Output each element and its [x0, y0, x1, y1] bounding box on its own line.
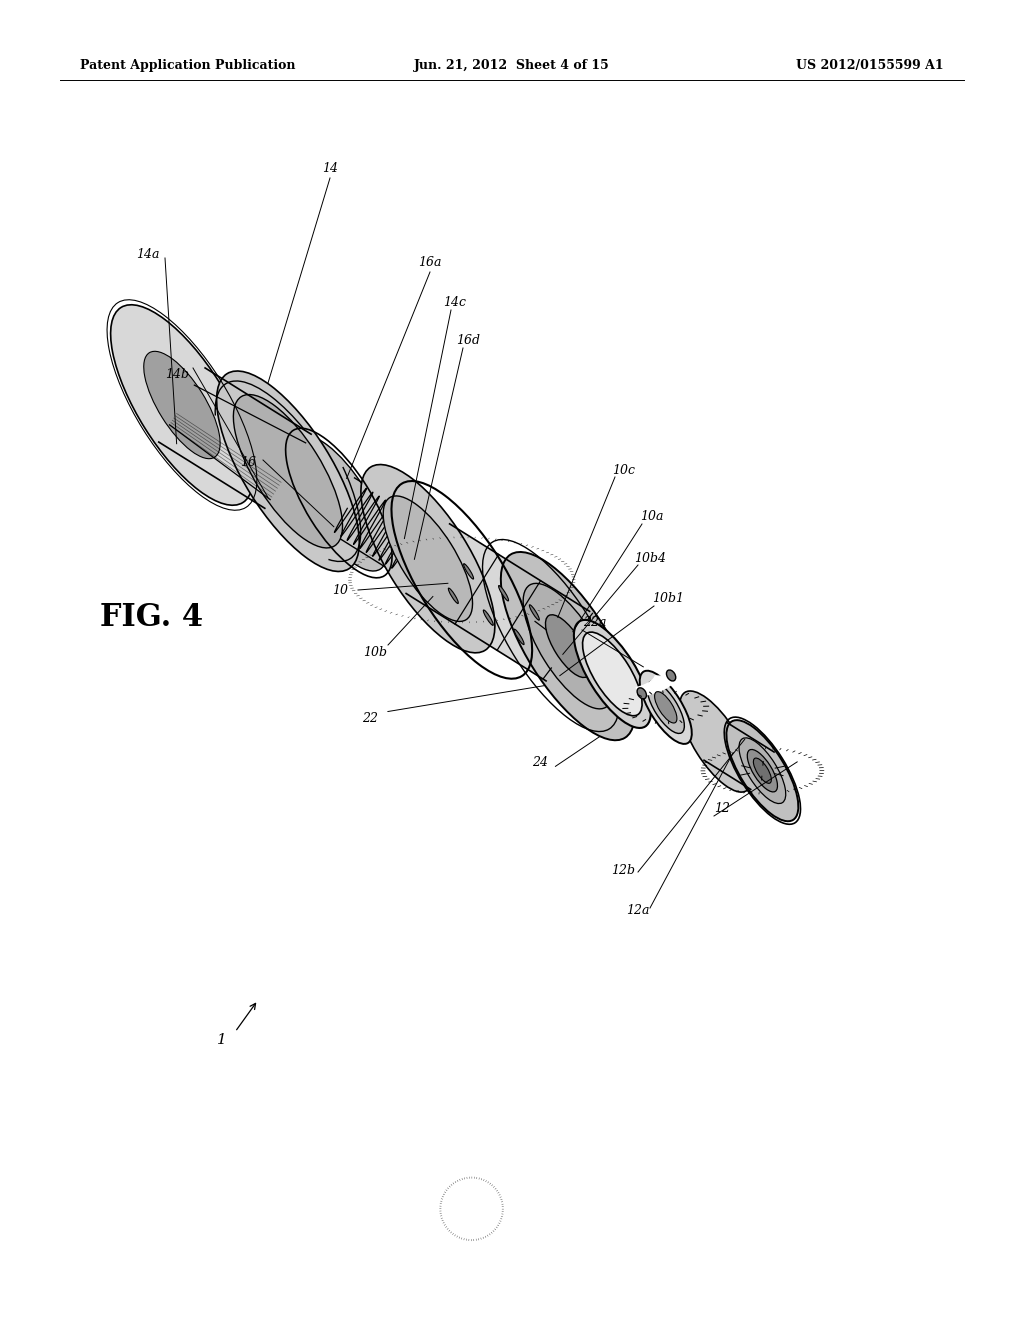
Text: 14a: 14a: [136, 248, 160, 261]
Ellipse shape: [111, 305, 253, 506]
Text: 22: 22: [362, 711, 378, 725]
Ellipse shape: [483, 610, 494, 626]
Ellipse shape: [640, 671, 692, 744]
Ellipse shape: [573, 620, 651, 727]
Ellipse shape: [546, 615, 590, 677]
Ellipse shape: [360, 465, 495, 653]
Text: 22a: 22a: [584, 615, 607, 628]
Polygon shape: [407, 524, 590, 681]
Ellipse shape: [143, 351, 220, 458]
Text: Jun. 21, 2012  Sheet 4 of 15: Jun. 21, 2012 Sheet 4 of 15: [414, 58, 610, 71]
Ellipse shape: [371, 486, 468, 622]
Text: 16d: 16d: [456, 334, 480, 346]
Ellipse shape: [464, 564, 473, 579]
Ellipse shape: [680, 690, 752, 792]
Ellipse shape: [654, 692, 677, 723]
Text: US 2012/0155599 A1: US 2012/0155599 A1: [797, 58, 944, 71]
Ellipse shape: [217, 371, 359, 572]
Ellipse shape: [291, 436, 387, 572]
Text: Patent Application Publication: Patent Application Publication: [80, 58, 296, 71]
Text: 14: 14: [322, 161, 338, 174]
Ellipse shape: [529, 605, 540, 620]
Text: 24: 24: [532, 755, 548, 768]
Ellipse shape: [499, 586, 509, 601]
Ellipse shape: [514, 630, 524, 644]
Ellipse shape: [726, 721, 799, 821]
Polygon shape: [705, 723, 774, 789]
Text: 1: 1: [217, 1034, 227, 1047]
Polygon shape: [636, 676, 677, 694]
Text: 10b: 10b: [362, 645, 387, 659]
Ellipse shape: [754, 758, 771, 783]
Text: 14c: 14c: [443, 296, 467, 309]
Text: 14b: 14b: [165, 368, 189, 381]
Ellipse shape: [647, 681, 684, 734]
Ellipse shape: [449, 589, 459, 603]
Text: 10b1: 10b1: [652, 591, 684, 605]
Ellipse shape: [583, 632, 642, 715]
Polygon shape: [324, 478, 435, 578]
Text: 12b: 12b: [611, 863, 635, 876]
Ellipse shape: [523, 583, 612, 709]
Ellipse shape: [385, 506, 454, 601]
Ellipse shape: [739, 738, 785, 804]
Ellipse shape: [233, 395, 343, 548]
Text: 10a: 10a: [640, 510, 664, 523]
Ellipse shape: [501, 552, 635, 741]
Text: FIG. 4: FIG. 4: [100, 602, 204, 634]
Text: 16a: 16a: [418, 256, 441, 269]
Ellipse shape: [748, 750, 777, 792]
Text: 12: 12: [714, 801, 730, 814]
Polygon shape: [159, 368, 311, 508]
Text: 10b4: 10b4: [634, 552, 666, 565]
Text: 16: 16: [240, 455, 256, 469]
Text: 12a: 12a: [627, 903, 650, 916]
Ellipse shape: [637, 688, 646, 698]
Ellipse shape: [383, 496, 472, 622]
Ellipse shape: [667, 671, 676, 681]
Text: 10: 10: [332, 583, 348, 597]
Text: 10c: 10c: [612, 463, 636, 477]
